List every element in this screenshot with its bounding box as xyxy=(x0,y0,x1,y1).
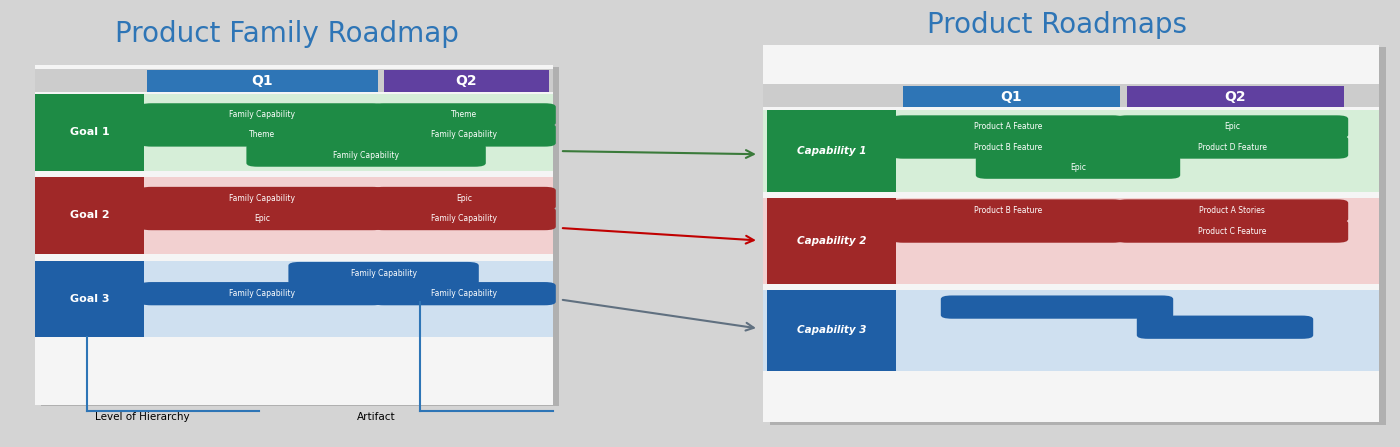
FancyBboxPatch shape xyxy=(288,262,479,285)
FancyBboxPatch shape xyxy=(892,135,1124,159)
FancyBboxPatch shape xyxy=(372,282,556,305)
Text: Product B Feature: Product B Feature xyxy=(974,207,1042,215)
Bar xyxy=(35,261,144,337)
FancyBboxPatch shape xyxy=(1116,199,1348,223)
Text: Product Roadmaps: Product Roadmaps xyxy=(927,11,1187,38)
FancyBboxPatch shape xyxy=(372,123,556,147)
Text: Product D Feature: Product D Feature xyxy=(1197,143,1267,152)
Bar xyxy=(35,94,144,171)
Text: Q2: Q2 xyxy=(1225,89,1246,104)
Bar xyxy=(903,86,1120,107)
FancyBboxPatch shape xyxy=(892,219,1124,243)
Bar xyxy=(763,84,1379,107)
Text: Capability 3: Capability 3 xyxy=(797,325,867,335)
FancyBboxPatch shape xyxy=(140,207,384,230)
Bar xyxy=(770,47,1386,425)
Text: Theme: Theme xyxy=(249,131,274,139)
Text: Epic: Epic xyxy=(456,194,472,203)
Text: Theme: Theme xyxy=(451,110,477,119)
Text: Product A Feature: Product A Feature xyxy=(974,122,1042,131)
FancyBboxPatch shape xyxy=(1137,316,1313,339)
Text: Epic: Epic xyxy=(1070,163,1086,172)
FancyBboxPatch shape xyxy=(372,207,556,230)
Text: Capability 1: Capability 1 xyxy=(797,146,867,156)
Text: Epic: Epic xyxy=(253,214,270,223)
Bar xyxy=(763,110,1379,192)
Text: Family Capability: Family Capability xyxy=(333,151,399,160)
Text: Goal 1: Goal 1 xyxy=(70,127,109,137)
Text: Family Capability: Family Capability xyxy=(350,269,417,278)
Text: Q1: Q1 xyxy=(252,74,273,88)
Bar xyxy=(35,177,553,254)
Text: Product B Feature: Product B Feature xyxy=(974,143,1042,152)
Text: Family Capability: Family Capability xyxy=(228,194,295,203)
FancyBboxPatch shape xyxy=(976,156,1180,179)
FancyBboxPatch shape xyxy=(1116,115,1348,139)
Text: Family Capability: Family Capability xyxy=(228,110,295,119)
FancyBboxPatch shape xyxy=(941,295,1173,319)
Bar xyxy=(41,67,559,406)
Text: Q2: Q2 xyxy=(455,74,477,88)
Text: Family Capability: Family Capability xyxy=(228,289,295,298)
Text: Capability 2: Capability 2 xyxy=(797,236,867,246)
Text: Family Capability: Family Capability xyxy=(431,214,497,223)
Text: Product A Stories: Product A Stories xyxy=(1198,207,1266,215)
FancyBboxPatch shape xyxy=(1116,135,1348,159)
Bar xyxy=(35,94,553,171)
Text: Artifact: Artifact xyxy=(357,413,396,422)
Bar xyxy=(763,290,1379,371)
Bar xyxy=(767,290,896,371)
FancyBboxPatch shape xyxy=(892,199,1124,223)
Text: Product Family Roadmap: Product Family Roadmap xyxy=(115,20,459,47)
FancyBboxPatch shape xyxy=(140,103,384,127)
Text: Goal 2: Goal 2 xyxy=(70,211,109,220)
Text: Family Capability: Family Capability xyxy=(431,289,497,298)
Text: Q1: Q1 xyxy=(1001,89,1022,104)
FancyBboxPatch shape xyxy=(140,282,384,305)
Bar xyxy=(35,261,553,337)
Text: Level of Hierarchy: Level of Hierarchy xyxy=(95,413,190,422)
Bar xyxy=(35,177,144,254)
FancyBboxPatch shape xyxy=(1116,219,1348,243)
Bar xyxy=(763,198,1379,284)
FancyBboxPatch shape xyxy=(246,143,486,167)
FancyBboxPatch shape xyxy=(140,123,384,147)
Bar xyxy=(763,45,1379,422)
Text: Family Capability: Family Capability xyxy=(431,131,497,139)
Bar xyxy=(35,65,553,405)
Bar xyxy=(1127,86,1344,107)
Bar xyxy=(767,110,896,192)
Text: Product C Feature: Product C Feature xyxy=(1198,227,1266,236)
FancyBboxPatch shape xyxy=(372,103,556,127)
FancyBboxPatch shape xyxy=(372,187,556,210)
Bar xyxy=(767,198,896,284)
FancyBboxPatch shape xyxy=(892,115,1124,139)
Bar xyxy=(147,70,378,92)
Bar xyxy=(384,70,549,92)
FancyBboxPatch shape xyxy=(140,187,384,210)
Bar xyxy=(35,69,553,92)
Text: Epic: Epic xyxy=(1224,122,1240,131)
Text: Goal 3: Goal 3 xyxy=(70,294,109,304)
